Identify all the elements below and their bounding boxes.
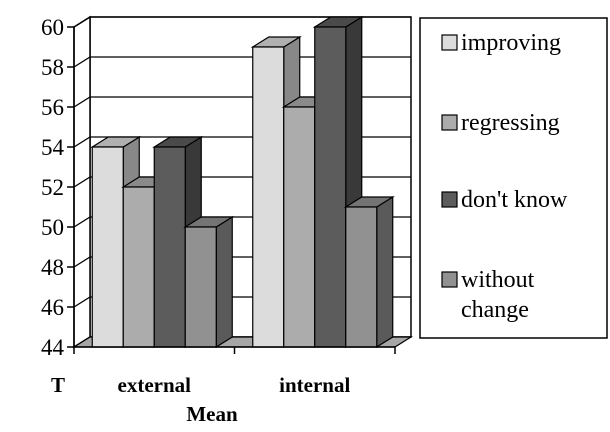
category-label: internal [279,373,350,397]
legend-swatch [441,114,458,131]
y-tick-label: 46 [41,295,64,320]
bar [183,215,235,349]
x-axis: T Mean external internal [51,346,396,426]
bar-front [122,186,155,348]
x-axis-title: Mean [186,402,238,426]
gridline [73,56,411,68]
legend-swatch [441,271,458,288]
y-tick-label: 52 [41,175,64,200]
y-tick-label: 58 [41,55,64,80]
y-tick-label: 50 [41,215,64,240]
category-label: external [118,373,192,397]
gridline [73,16,411,28]
legend-label-line: don't know [461,187,568,213]
bar [343,195,395,349]
legend-swatch [441,34,458,51]
bar-side [376,195,394,349]
legend-label: regressing [461,110,560,136]
y-tick-label: 60 [41,15,64,40]
bar-front [345,206,378,348]
legend-label-line: change [461,297,529,323]
bar-front [314,26,347,348]
legend-swatch [441,191,458,208]
bar-front [252,46,285,348]
legend: improving regressing don't know without chan… [419,17,608,339]
bars [90,15,395,349]
y-tick-label: 56 [41,95,64,120]
legend-label-line: regressing [461,110,560,136]
bar-front [91,146,124,348]
bar-side [215,215,233,349]
y-tick-label: 44 [41,335,65,360]
y-tick-label: 48 [41,255,64,280]
legend-label: improving [461,30,561,56]
x-prefix-label: T [51,373,65,397]
legend-label-line: improving [461,30,561,56]
legend-label-line: without [461,267,535,293]
y-axis: 44 46 48 50 52 54 56 58 60 [41,15,75,360]
legend-label: don't know [461,187,568,213]
bar-front [283,106,316,348]
bar-front [184,226,217,348]
legend-label: without change [461,267,535,323]
bar-front [153,146,186,348]
y-tick-label: 54 [41,135,65,160]
